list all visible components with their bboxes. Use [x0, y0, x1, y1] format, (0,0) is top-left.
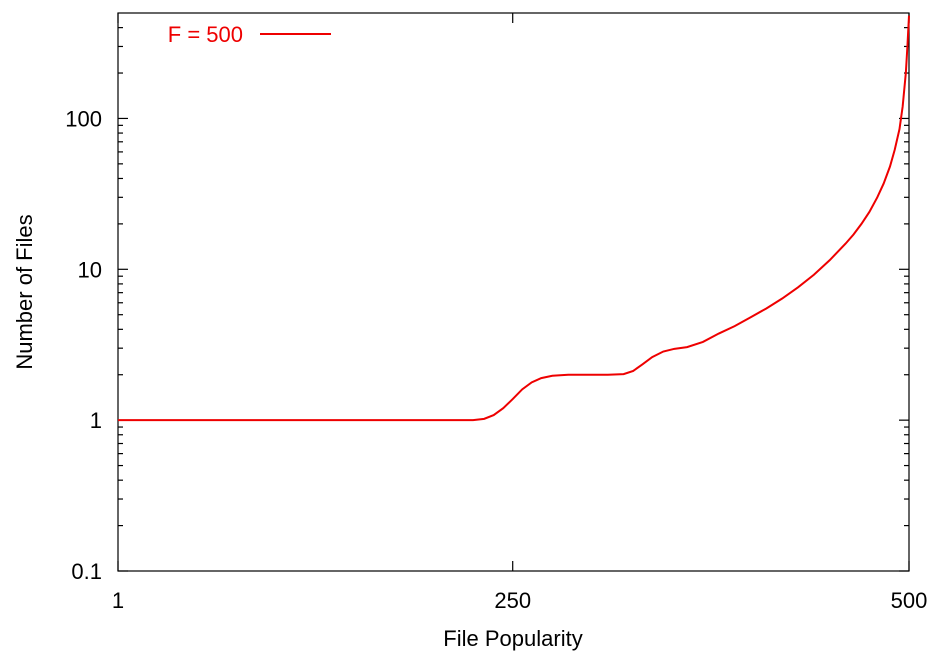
x-tick-label: 250	[494, 588, 531, 613]
y-tick-label: 100	[65, 106, 102, 131]
x-tick-label: 500	[891, 588, 928, 613]
y-tick-label: 10	[78, 257, 102, 282]
plot-frame	[117, 12, 910, 572]
legend: F = 500	[168, 22, 331, 47]
y-tick-label: 1	[90, 408, 102, 433]
x-tick-label: 1	[112, 588, 124, 613]
axis-tick-labels: 1 250 500 0.1 1 10 100	[65, 106, 927, 613]
x-axis-title: File Popularity	[443, 626, 582, 651]
axis-ticks	[117, 13, 910, 572]
y-tick-label: 0.1	[71, 559, 102, 584]
y-axis-title: Number of Files	[12, 214, 37, 369]
legend-label: F = 500	[168, 22, 243, 47]
series-line-f500	[118, 15, 910, 422]
